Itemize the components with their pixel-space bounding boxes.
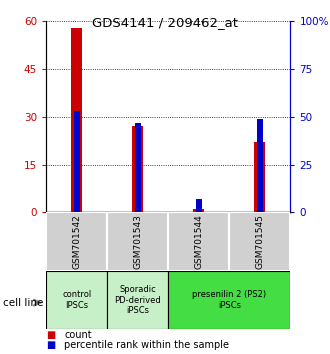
Text: GSM701543: GSM701543 bbox=[133, 214, 142, 269]
Text: control
IPSCs: control IPSCs bbox=[62, 290, 91, 310]
Bar bbox=[196, 199, 202, 212]
Text: count: count bbox=[64, 330, 92, 339]
Text: presenilin 2 (PS2)
iPSCs: presenilin 2 (PS2) iPSCs bbox=[192, 290, 266, 310]
Text: cell line: cell line bbox=[3, 298, 44, 308]
Bar bbox=[254, 142, 265, 212]
Bar bbox=[168, 212, 229, 271]
Bar bbox=[257, 119, 263, 212]
Text: GDS4141 / 209462_at: GDS4141 / 209462_at bbox=[92, 16, 238, 29]
Bar bbox=[107, 212, 168, 271]
Bar bbox=[135, 122, 141, 212]
Text: GSM701545: GSM701545 bbox=[255, 214, 264, 269]
Bar bbox=[107, 271, 168, 329]
Text: GSM701544: GSM701544 bbox=[194, 214, 203, 269]
Bar bbox=[46, 212, 107, 271]
Bar bbox=[46, 271, 107, 329]
Text: ■: ■ bbox=[46, 340, 55, 350]
Bar bbox=[132, 126, 143, 212]
Bar bbox=[229, 212, 290, 271]
Bar bbox=[193, 209, 204, 212]
Text: percentile rank within the sample: percentile rank within the sample bbox=[64, 340, 229, 350]
Bar bbox=[71, 28, 82, 212]
Text: Sporadic
PD-derived
iPSCs: Sporadic PD-derived iPSCs bbox=[115, 285, 161, 315]
Text: GSM701542: GSM701542 bbox=[72, 214, 81, 269]
Bar bbox=[74, 111, 80, 212]
Bar bbox=[168, 271, 290, 329]
Text: ■: ■ bbox=[46, 330, 55, 339]
